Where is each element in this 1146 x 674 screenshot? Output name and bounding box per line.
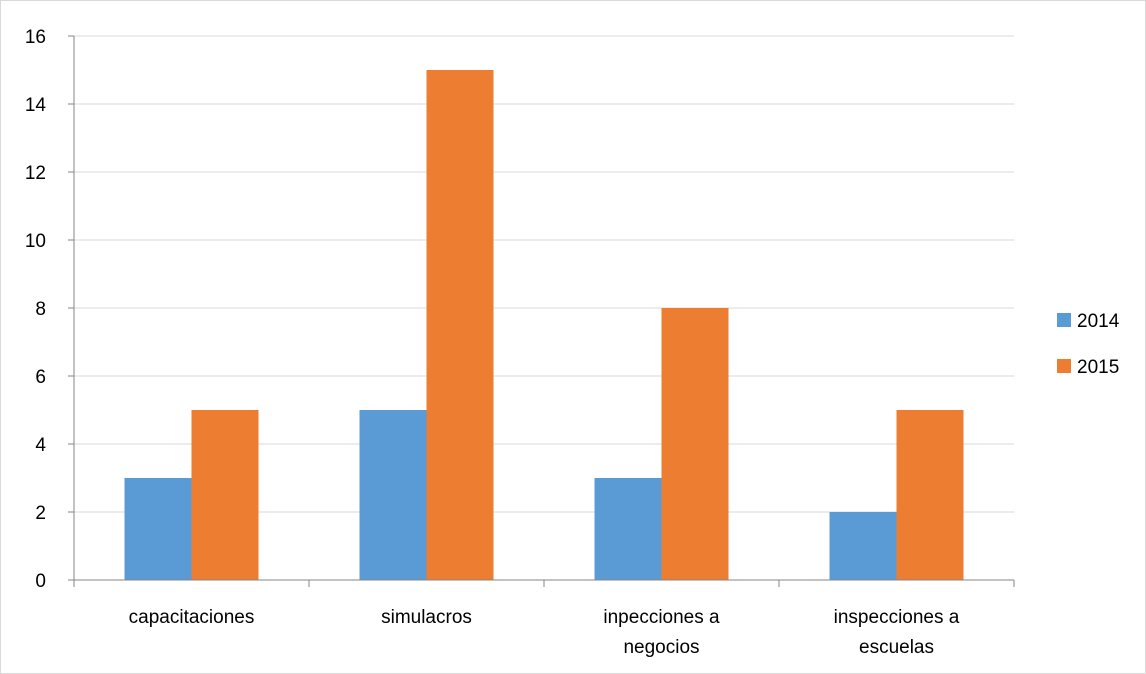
legend: 2014 2015 [1057,311,1120,378]
bar-2014-3 [829,512,897,580]
legend-swatch-2014 [1057,313,1071,327]
bar-2014-1 [359,410,427,580]
y-tick-label: 14 [25,95,47,116]
axes [73,36,1015,587]
x-category-label: inpecciones a [603,607,720,628]
x-category-label: negocios [623,637,699,658]
bars [124,70,964,580]
legend-swatch-2015 [1057,359,1071,373]
bar-2015-1 [426,70,494,580]
x-category-label: escuelas [859,637,934,658]
x-category-label: simulacros [381,607,472,628]
bar-2015-0 [191,410,259,580]
x-category-label: inspecciones a [834,607,960,628]
legend-label: 2015 [1077,357,1119,378]
y-tick-label: 4 [35,435,46,456]
bar-2015-2 [661,308,729,580]
bar-2015-3 [896,410,964,580]
y-tick-labels: 0 2 4 6 8 10 12 14 16 [25,27,47,592]
y-tick-label: 16 [25,27,46,48]
y-tick-label: 2 [35,503,46,524]
bar-2014-0 [124,478,192,580]
y-tick-label: 10 [25,231,46,252]
y-tick-label: 6 [35,367,46,388]
y-tick-label: 0 [35,571,46,592]
legend-label: 2014 [1077,311,1120,332]
y-tick-label: 8 [35,299,46,320]
y-tick-label: 12 [25,163,46,184]
bar-2014-2 [594,478,662,580]
x-category-labels: capacitaciones simulacros inpecciones a neg… [129,607,960,658]
x-category-label: capacitaciones [129,607,255,628]
